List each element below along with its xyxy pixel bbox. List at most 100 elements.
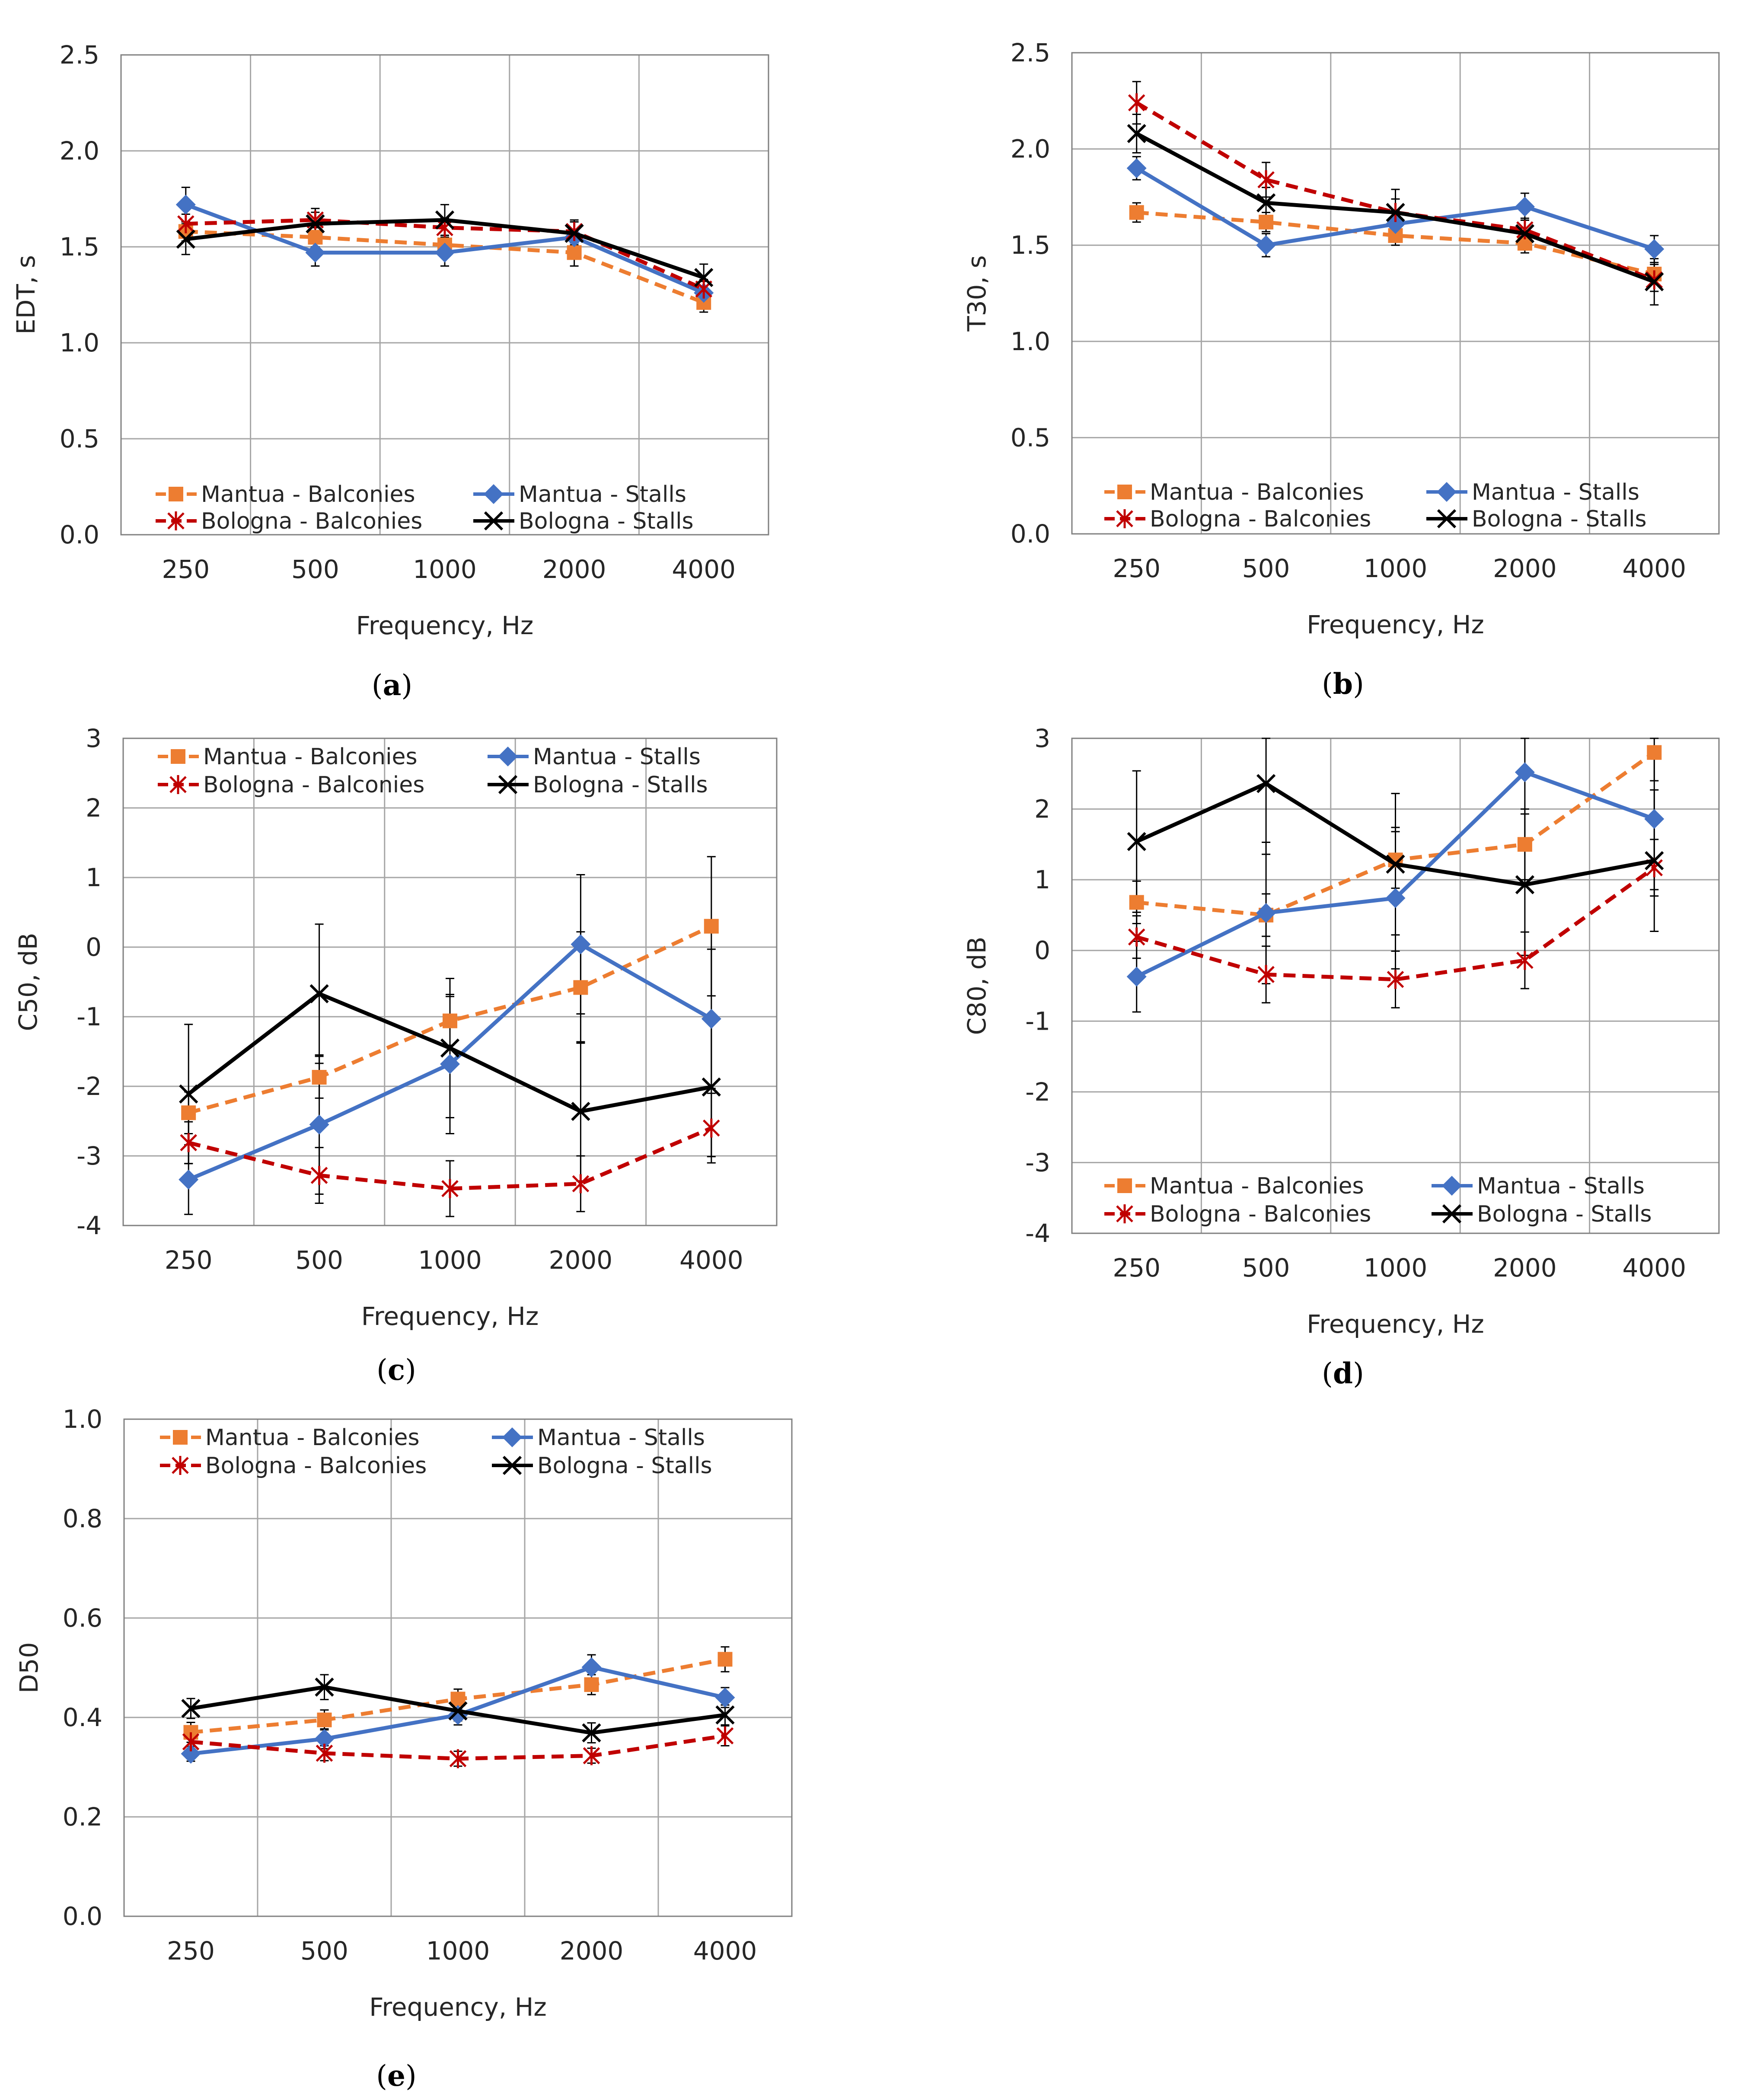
data-point-bologna-balconies: [1516, 951, 1534, 970]
y-axis-title: C80, dB: [962, 937, 992, 1035]
y-tick-label: 1.0: [63, 1404, 102, 1434]
data-point-mantua-balconies: [1517, 837, 1532, 852]
plot-frame: [122, 737, 778, 1226]
legend: Mantua - Balconies Mantua - StallsBologna…: [1104, 1173, 1652, 1227]
data-point-mantua-balconies: [317, 1712, 332, 1727]
y-tick-label: 2.0: [60, 136, 99, 166]
x-tick-label: 500: [1242, 554, 1290, 583]
data-point-mantua-stalls: [179, 1169, 199, 1190]
y-tick-label: 2: [86, 793, 102, 823]
y-tick-label: 1.5: [1011, 230, 1050, 260]
y-axis-title: EDT, s: [11, 255, 41, 335]
legend-label: Mantua - Stalls: [537, 1425, 705, 1451]
data-point-bologna-balconies: [449, 1749, 467, 1768]
plot-frame: [1071, 52, 1720, 535]
x-tick-label: 1000: [418, 1245, 482, 1275]
data-point-mantua-balconies: [181, 1105, 196, 1120]
legend-marker: [172, 1456, 189, 1475]
x-tick-label: 500: [1242, 1253, 1290, 1283]
data-point-mantua-balconies: [717, 1652, 733, 1667]
legend-marker: [484, 511, 504, 531]
data-point-mantua-stalls: [571, 934, 591, 954]
legend-marker: [173, 1430, 188, 1445]
data-point-bologna-balconies: [703, 1118, 720, 1138]
data-point-bologna-stalls: [179, 1084, 198, 1104]
x-axis-title: Frequency, Hz: [356, 611, 534, 640]
x-tick-label: 1000: [1364, 554, 1428, 583]
x-tick-label: 2000: [549, 1245, 613, 1275]
data-point-bologna-balconies: [572, 1174, 590, 1194]
legend-label: Bologna - Stalls: [537, 1453, 712, 1479]
y-tick-label: 2.5: [60, 40, 99, 70]
data-point-mantua-stalls: [1385, 888, 1406, 908]
series-line-bologna-balconies: [188, 1126, 712, 1191]
x-tick-label: 1000: [413, 555, 477, 584]
legend-marker: [171, 749, 185, 764]
x-tick-label: 250: [165, 1245, 213, 1275]
data-point-mantua-stalls: [309, 1114, 329, 1135]
legend-label: Bologna - Stalls: [533, 772, 708, 798]
data-point-bologna-stalls: [1256, 193, 1276, 213]
plot-area: [121, 55, 768, 535]
x-tick-label: 2000: [1493, 554, 1557, 583]
data-point-mantua-balconies: [312, 1070, 327, 1085]
data-point-bologna-stalls: [1386, 203, 1405, 222]
y-tick-label: 0: [86, 932, 102, 962]
data-point-bologna-stalls: [694, 268, 714, 287]
data-point-mantua-balconies: [450, 1691, 466, 1707]
y-tick-label: -4: [1025, 1219, 1050, 1248]
legend-label: Bologna - Stalls: [1477, 1201, 1652, 1227]
x-tick-label: 4000: [1622, 554, 1686, 583]
legend-marker: [1117, 1178, 1132, 1193]
legend-label: Mantua - Balconies: [201, 482, 415, 507]
data-point-mantua-stalls: [1644, 809, 1664, 829]
y-tick-label: -2: [77, 1072, 102, 1101]
data-point-bologna-stalls: [1645, 272, 1664, 291]
legend-marker: [502, 1427, 522, 1447]
data-point-bologna-stalls: [715, 1705, 735, 1725]
legend: Mantua - Balconies Mantua - StallsBologna…: [160, 1425, 712, 1479]
data-point-bologna-stalls: [564, 223, 584, 243]
y-tick-label: 0.8: [63, 1504, 102, 1533]
data-point-bologna-balconies: [1128, 93, 1145, 112]
plot-area: [124, 1419, 792, 1916]
x-tick-label: 1000: [426, 1936, 490, 1966]
data-point-mantua-balconies: [1129, 205, 1144, 220]
data-point-bologna-balconies: [182, 1732, 200, 1752]
data-point-bologna-stalls: [1127, 832, 1146, 851]
y-axis-title: D50: [14, 1642, 44, 1693]
x-tick-label: 4000: [679, 1245, 743, 1275]
x-tick-label: 500: [300, 1936, 348, 1966]
legend-marker: [502, 1455, 522, 1475]
data-point-bologna-balconies: [1387, 970, 1404, 989]
panel-caption: (d): [1322, 1356, 1364, 1390]
data-point-bologna-balconies: [310, 1166, 328, 1185]
legend-marker: [484, 484, 504, 504]
data-point-mantua-stalls: [701, 1009, 721, 1029]
x-tick-label: 1000: [1364, 1253, 1428, 1283]
y-tick-label: 2: [1034, 795, 1050, 824]
legend-label: Mantua - Stalls: [1477, 1173, 1645, 1199]
x-axis-title: Frequency, Hz: [1307, 610, 1484, 639]
legend-marker: [1117, 485, 1132, 499]
y-tick-label: 0.6: [63, 1603, 102, 1633]
x-tick-label: 250: [167, 1936, 215, 1966]
data-point-mantua-stalls: [715, 1688, 735, 1707]
data-point-bologna-stalls: [1386, 855, 1405, 874]
series-line-bologna-balconies: [1135, 101, 1655, 282]
data-point-bologna-balconies: [1128, 927, 1145, 947]
y-tick-label: -2: [1025, 1077, 1050, 1107]
data-point-mantua-balconies: [567, 245, 582, 260]
y-tick-label: 2.0: [1011, 134, 1050, 164]
data-point-bologna-balconies: [316, 1743, 333, 1763]
x-tick-label: 250: [1113, 1253, 1161, 1283]
legend-marker: [169, 775, 187, 794]
data-point-mantua-stalls: [1126, 967, 1147, 987]
chart-panel-b: 0.0 0.5 1.0 1.5 2.0 2.5 250 500 1000 2000 4000 Freq…: [962, 38, 1720, 701]
x-tick-label: 4000: [1622, 1253, 1686, 1283]
y-axis-title: C50, dB: [13, 933, 43, 1031]
data-point-bologna-stalls: [571, 1101, 590, 1121]
data-point-mantua-balconies: [573, 980, 588, 995]
data-point-bologna-balconies: [180, 1133, 197, 1152]
y-tick-label: 0: [1034, 936, 1050, 965]
